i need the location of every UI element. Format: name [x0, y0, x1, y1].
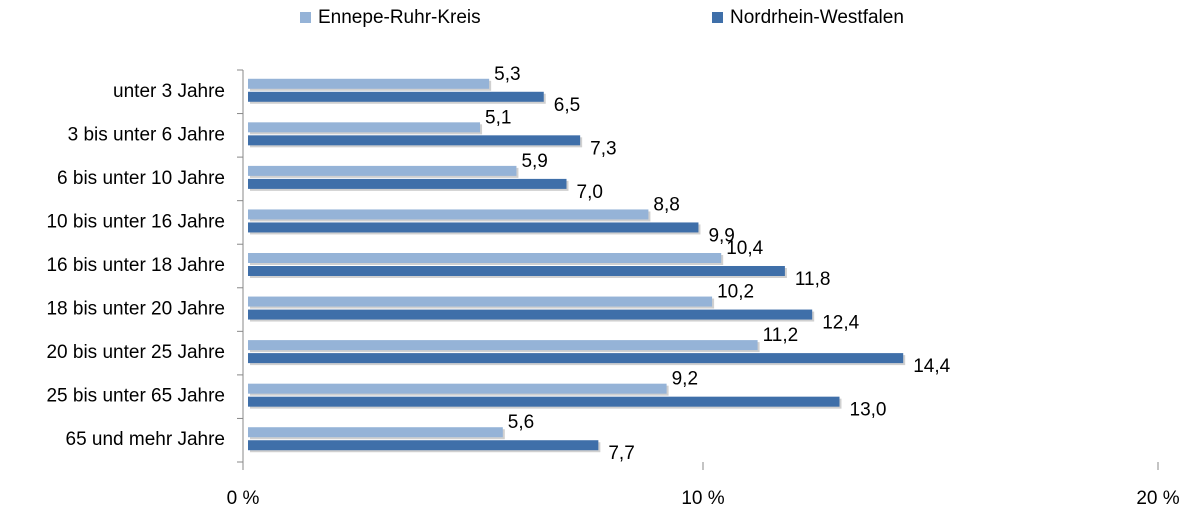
data-label: 12,4 [822, 313, 859, 334]
data-label: 9,2 [672, 369, 698, 390]
y-tick-label: 10 bis unter 16 Jahre [46, 211, 225, 232]
legend-label: Nordrhein-Westfalen [730, 7, 904, 28]
bar [248, 296, 713, 307]
data-label: 11,2 [763, 325, 799, 346]
x-tick-label: 20 % [1136, 488, 1179, 509]
bar [248, 396, 840, 407]
data-label: 10,2 [717, 282, 754, 303]
y-tick-label: unter 3 Jahre [113, 81, 225, 102]
bar [248, 122, 481, 133]
bar [248, 353, 904, 364]
bar [248, 427, 503, 438]
bar [248, 135, 581, 146]
data-label: 6,5 [554, 95, 580, 116]
x-tick-label: 10 % [681, 488, 724, 509]
bar [248, 383, 667, 394]
data-label: 9,9 [708, 225, 734, 246]
data-label: 5,9 [521, 151, 547, 172]
data-label: 14,4 [913, 356, 950, 377]
bar [248, 340, 758, 351]
y-tick-label: 6 bis unter 10 Jahre [57, 168, 225, 189]
y-tick-label: 25 bis unter 65 Jahre [46, 386, 225, 407]
legend-swatch [712, 12, 723, 23]
bar [248, 178, 567, 189]
legend-label: Ennepe-Ruhr-Kreis [318, 7, 481, 28]
bar [248, 440, 599, 451]
data-label: 7,3 [590, 138, 616, 159]
bar [248, 165, 517, 176]
bar [248, 309, 813, 320]
data-label: 5,6 [508, 412, 534, 433]
bar [248, 78, 490, 89]
data-label: 7,0 [577, 182, 603, 203]
y-tick-label: 3 bis unter 6 Jahre [68, 124, 225, 145]
x-tick-label: 0 % [227, 488, 260, 509]
data-label: 11,8 [795, 269, 831, 290]
data-label: 8,8 [653, 194, 679, 215]
bar [248, 209, 649, 220]
bar [248, 266, 785, 276]
data-label: 10,4 [726, 238, 763, 259]
data-label: 13,0 [850, 400, 887, 421]
legend-swatch [300, 12, 311, 23]
y-tick-label: 65 und mehr Jahre [66, 429, 226, 450]
y-tick-label: 16 bis unter 18 Jahre [46, 255, 225, 276]
bar [248, 91, 544, 102]
data-label: 5,1 [485, 107, 511, 128]
data-label: 5,3 [494, 64, 520, 85]
data-label: 7,7 [608, 443, 634, 464]
y-tick-label: 20 bis unter 25 Jahre [46, 342, 225, 363]
bar [248, 222, 699, 233]
bar [248, 253, 722, 263]
y-tick-label: 18 bis unter 20 Jahre [46, 299, 225, 320]
